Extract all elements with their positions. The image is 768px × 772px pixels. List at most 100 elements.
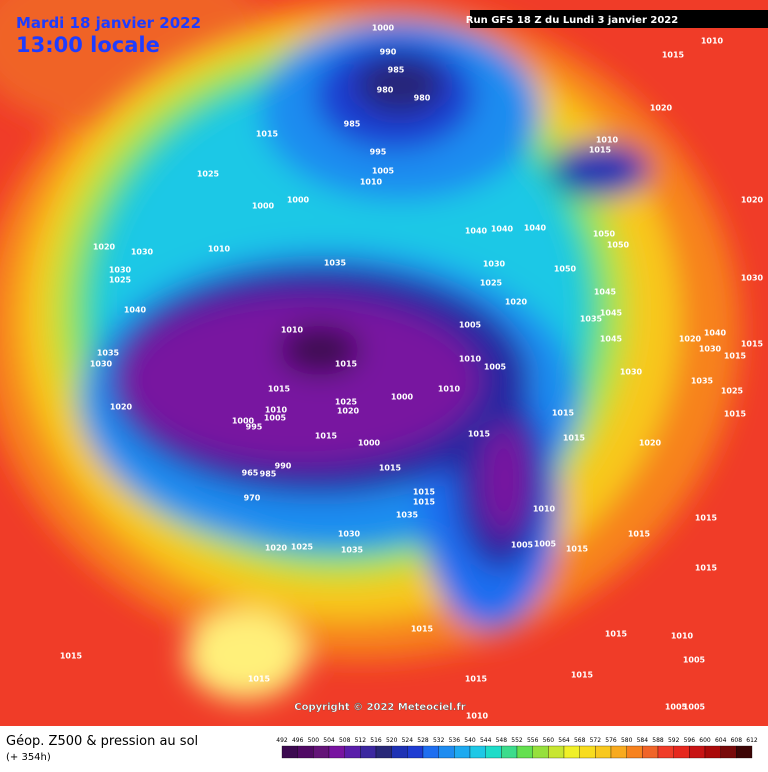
scale-label: 568 (574, 737, 586, 744)
isobar-label: 1015 (468, 430, 491, 439)
isobar-label: 1000 (287, 196, 310, 205)
scale-swatch (281, 745, 298, 759)
scale-label: 528 (417, 737, 429, 744)
isobar-label: 1015 (589, 146, 612, 155)
isobar-label: 1015 (566, 545, 589, 554)
isobar-label: 1030 (109, 266, 132, 275)
scale-label: 600 (699, 737, 711, 744)
scale-label: 520 (386, 737, 398, 744)
scale-swatch (673, 745, 690, 759)
isobar-label: 1040 (704, 329, 727, 338)
isobar-label: 985 (260, 470, 277, 479)
isobar-label: 1005 (372, 167, 395, 176)
scale-label: 584 (637, 737, 649, 744)
isobar-label: 1015 (248, 675, 271, 684)
scale-swatch (407, 745, 424, 759)
scale-label: 580 (621, 737, 633, 744)
isobar-label: 1030 (699, 345, 722, 354)
isobar-label: 1020 (639, 439, 662, 448)
isobar-label: 1010 (671, 632, 694, 641)
isobar-label: 1005 (511, 541, 534, 550)
isobar-label: 1040 (524, 224, 547, 233)
isobar-label: 1010 (360, 178, 383, 187)
scale-swatch (391, 745, 408, 759)
forecast-lead: (+ 354h) (6, 752, 51, 763)
isobar-label: 1045 (600, 309, 623, 318)
isobar-label: 1015 (465, 675, 488, 684)
isobar-label: 1035 (396, 511, 419, 520)
isobar-label: 1030 (741, 274, 764, 283)
isobar-label: 1030 (483, 260, 506, 269)
isobar-label: 1025 (291, 543, 314, 552)
scale-swatch (626, 745, 643, 759)
scale-swatch (375, 745, 392, 759)
isobar-label: 1040 (124, 306, 147, 315)
scale-label: 504 (323, 737, 335, 744)
isobar-label: 1005 (459, 321, 482, 330)
isobar-label: 1010 (265, 406, 288, 415)
isobar-label: 1015 (413, 498, 436, 507)
scale-label: 592 (668, 737, 680, 744)
isobar-label: 1010 (438, 385, 461, 394)
run-banner (470, 10, 768, 28)
scale-label: 552 (511, 737, 523, 744)
isobar-label: 1020 (650, 104, 673, 113)
scale-label: 544 (480, 737, 492, 744)
isobar-label: 1015 (552, 409, 575, 418)
isobar-label: 1010 (701, 37, 724, 46)
isobar-label: 1030 (131, 248, 154, 257)
forecast-date: Mardi 18 janvier 2022 (16, 14, 201, 32)
isobar-label: 1000 (358, 439, 381, 448)
scale-swatch (344, 745, 361, 759)
isobar-label: 1015 (695, 514, 718, 523)
isobar-label: 1040 (465, 227, 488, 236)
isobar-label: 1005 (683, 703, 706, 712)
isobar-label: 1020 (505, 298, 528, 307)
scale-swatch (532, 745, 549, 759)
scale-swatch (297, 745, 314, 759)
scale-swatch (485, 745, 502, 759)
isobar-label: 1020 (741, 196, 764, 205)
isobar-label: 1015 (724, 352, 747, 361)
scale-label: 576 (605, 737, 617, 744)
isobar-label: 980 (377, 86, 394, 95)
isobar-label: 1010 (208, 245, 231, 254)
scale-label: 516 (370, 737, 382, 744)
isobar-label: 1035 (580, 315, 603, 324)
isobar-label: 995 (246, 423, 263, 432)
isobar-label: 1015 (413, 488, 436, 497)
isobar-label: 1010 (466, 712, 489, 721)
scale-label: 588 (652, 737, 664, 744)
scale-swatch (657, 745, 674, 759)
isobar-label: 1005 (534, 540, 557, 549)
isobar-label: 1025 (721, 387, 744, 396)
scale-swatch (595, 745, 612, 759)
scale-swatch (563, 745, 580, 759)
scale-label: 608 (731, 737, 743, 744)
isobar-label: 1020 (679, 335, 702, 344)
color-scale: 492 496 500 504 508 512 516 520 524 528 532 536 540 5… (276, 737, 758, 759)
isobar-label: 970 (244, 494, 261, 503)
isobar-label: 1015 (605, 630, 628, 639)
isobar-labels: 1000990985980980985995100510101015102510… (60, 24, 764, 721)
isobar-label: 1030 (338, 530, 361, 539)
scale-swatch (422, 745, 439, 759)
scale-label: 596 (684, 737, 696, 744)
isobar-label: 1015 (563, 434, 586, 443)
scale-label: 492 (276, 737, 288, 744)
scale-swatch (642, 745, 659, 759)
scale-swatch (720, 745, 737, 759)
scale-swatch (438, 745, 455, 759)
isobar-label: 1015 (268, 385, 291, 394)
isobar-label: 1000 (391, 393, 414, 402)
isobar-label: 1005 (683, 656, 706, 665)
isobar-label: 1030 (90, 360, 113, 369)
scale-label: 532 (433, 737, 445, 744)
isobar-label: 1025 (480, 279, 503, 288)
scale-swatch (610, 745, 627, 759)
isobar-label: 1010 (533, 505, 556, 514)
isobar-label: 1000 (372, 24, 395, 33)
scale-label: 524 (402, 737, 414, 744)
scale-label: 560 (543, 737, 555, 744)
run-info: Run GFS 18 Z du Lundi 3 janvier 2022 (466, 15, 678, 26)
